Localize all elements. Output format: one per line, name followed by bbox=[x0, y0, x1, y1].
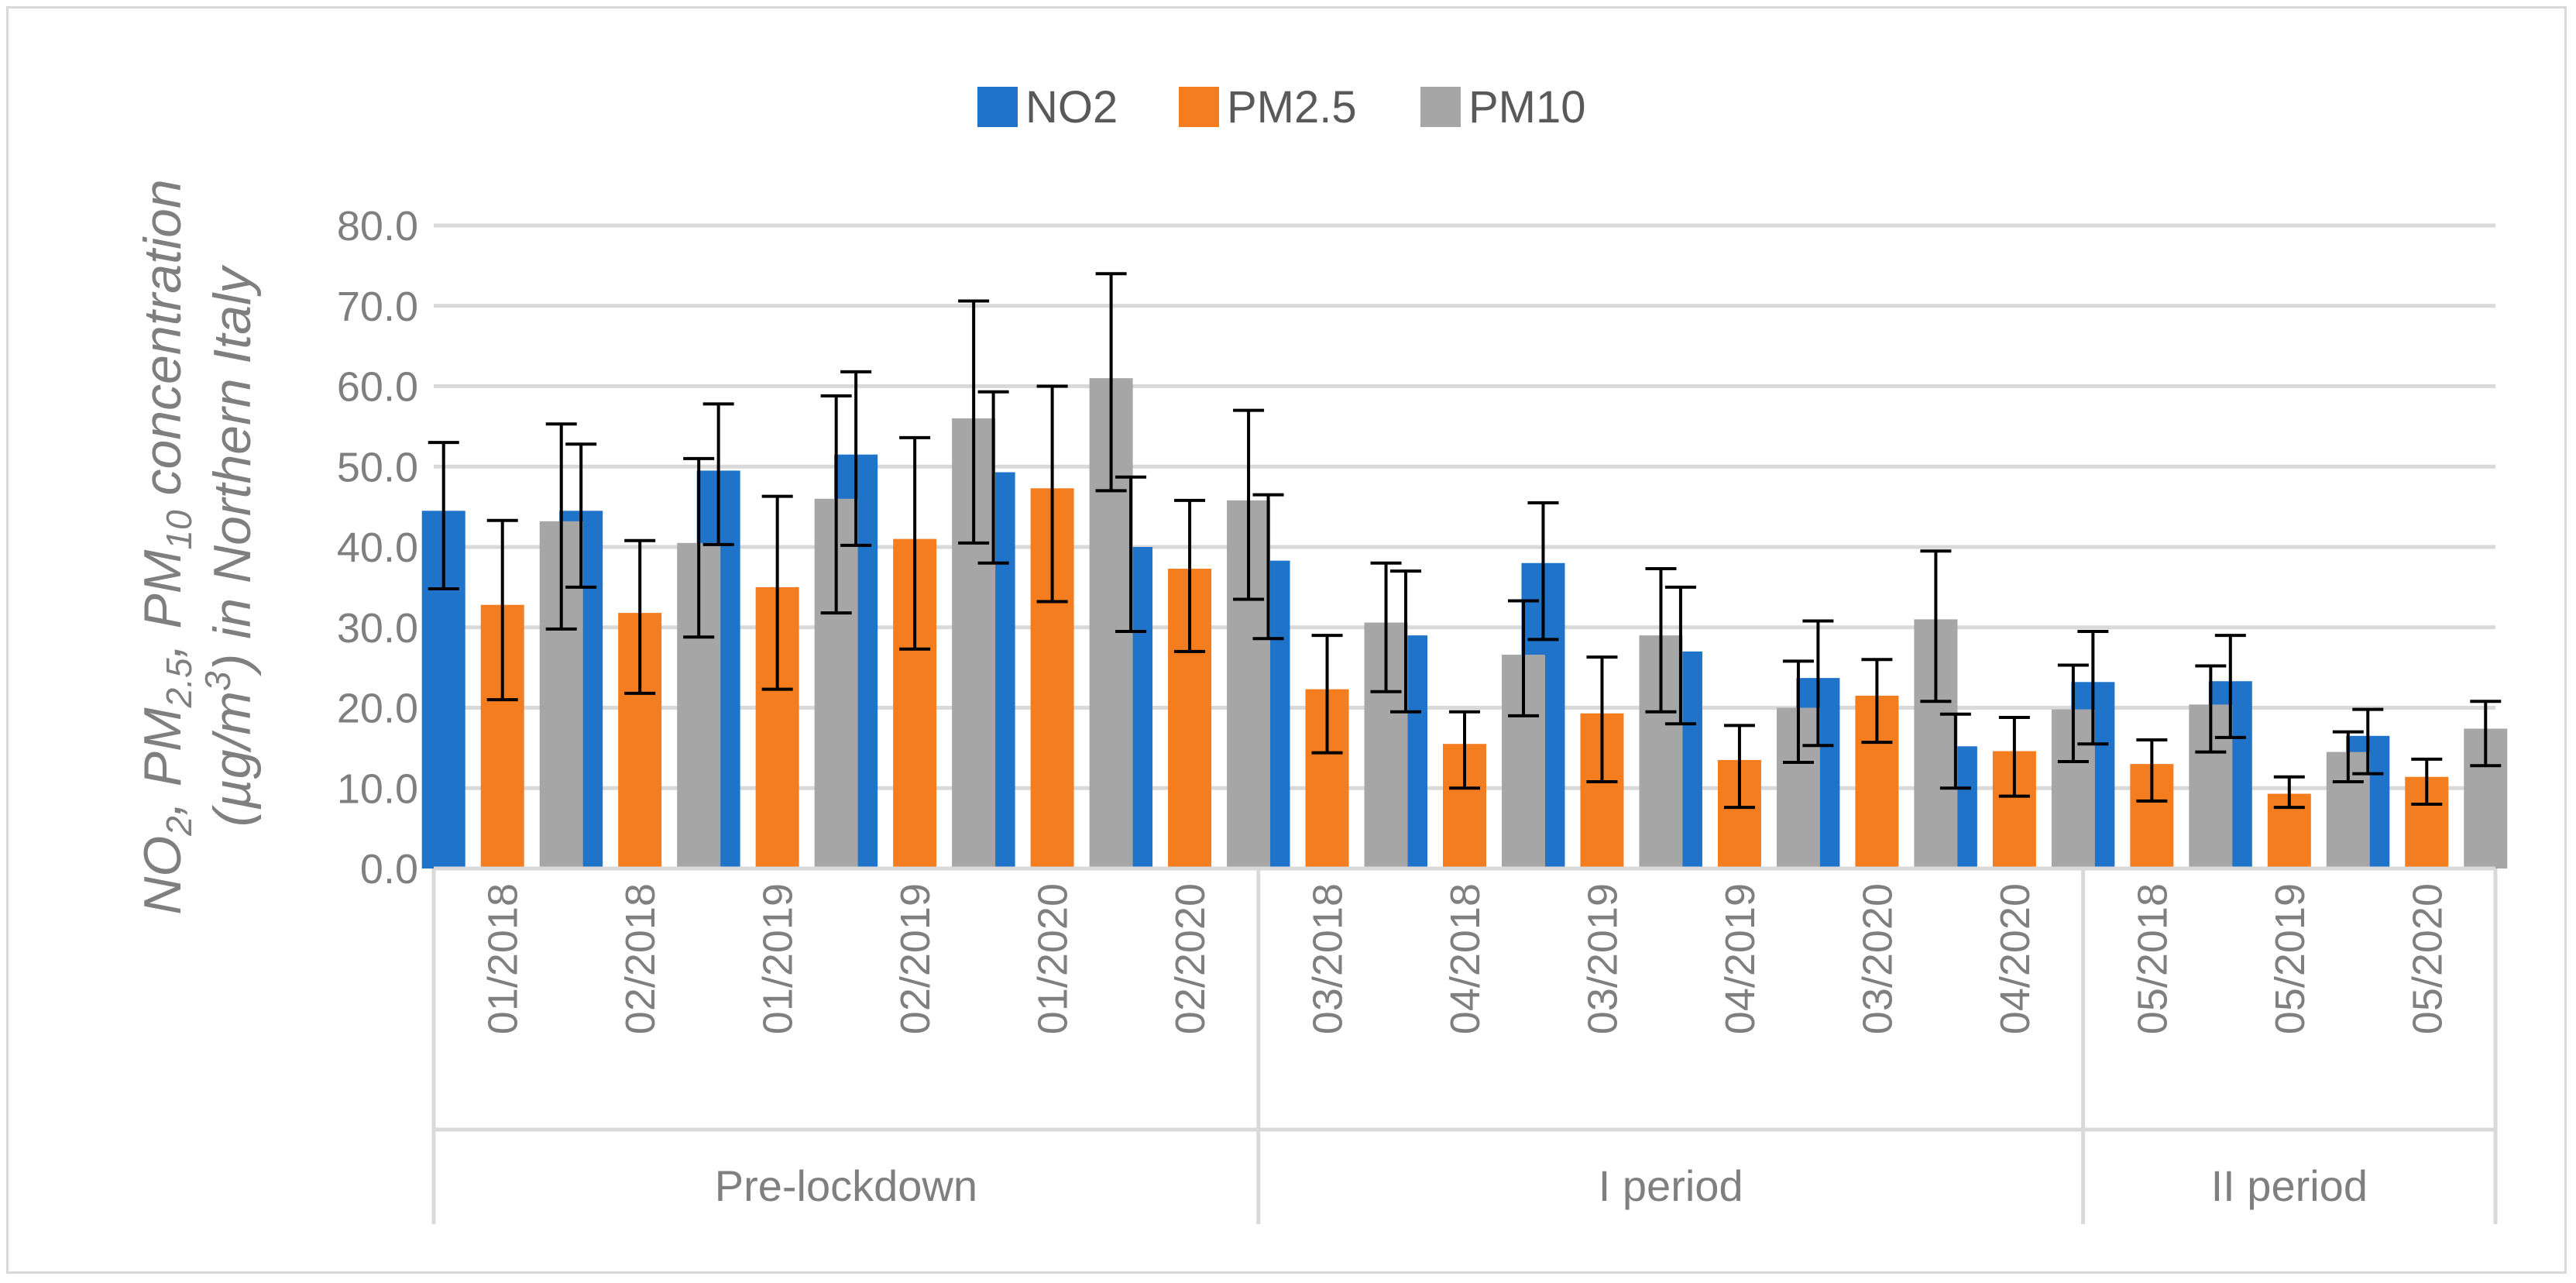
x-tick-label: 03/2018 bbox=[1305, 883, 1352, 1034]
group-label: II period bbox=[2211, 1161, 2368, 1210]
y-tick-label: 40.0 bbox=[337, 525, 418, 571]
y-tick-label: 60.0 bbox=[337, 364, 418, 411]
x-tick-label: 02/2020 bbox=[1167, 883, 1214, 1034]
y-tick-label: 80.0 bbox=[337, 203, 418, 249]
legend-swatch-pm25 bbox=[1179, 87, 1219, 127]
x-tick-label: 01/2018 bbox=[480, 883, 527, 1034]
x-tick-label: 05/2019 bbox=[2267, 883, 2313, 1034]
x-tick-label: 02/2018 bbox=[617, 883, 664, 1034]
legend: NO2 PM2.5 PM10 bbox=[977, 82, 1586, 132]
x-tick-label: 01/2020 bbox=[1030, 883, 1077, 1034]
group-label: Pre-lockdown bbox=[715, 1161, 977, 1210]
legend-swatch-pm10 bbox=[1420, 87, 1461, 127]
chart-frame bbox=[6, 6, 2567, 1274]
axes: 0.0 10.0 20.0 30.0 40.0 50.0 60.0 70.0 80.0 01/20… bbox=[337, 203, 2498, 1224]
x-tick-label: 05/2018 bbox=[2129, 883, 2176, 1034]
y-tick-label: 70.0 bbox=[337, 284, 418, 330]
x-tick-label: 03/2020 bbox=[1854, 883, 1901, 1034]
bars bbox=[421, 378, 2508, 869]
group-label: I period bbox=[1599, 1161, 1743, 1210]
y-tick-label: 0.0 bbox=[360, 846, 418, 893]
y-axis-label: NO2, PM2.5, PM10 concentration(µg/m3) in… bbox=[133, 179, 262, 914]
y-axis-title-line1: NO2, PM2.5, PM10 concentration bbox=[133, 179, 199, 914]
x-tick-label: 04/2019 bbox=[1717, 883, 1764, 1034]
legend-label-pm10: PM10 bbox=[1468, 82, 1586, 132]
legend-label-no2: NO2 bbox=[1025, 82, 1118, 132]
y-tick-label: 30.0 bbox=[337, 605, 418, 652]
x-tick-label: 04/2018 bbox=[1442, 883, 1489, 1034]
legend-label-pm25: PM2.5 bbox=[1227, 82, 1357, 132]
legend-swatch-no2 bbox=[977, 87, 1018, 127]
error-bars bbox=[428, 272, 2502, 810]
x-tick-label: 05/2020 bbox=[2404, 883, 2451, 1034]
y-tick-label: 20.0 bbox=[337, 686, 418, 732]
x-tick-label: 04/2020 bbox=[1992, 883, 2038, 1034]
y-tick-label: 50.0 bbox=[337, 444, 418, 490]
x-tick-label: 01/2019 bbox=[755, 883, 802, 1034]
x-tick-label: 02/2019 bbox=[892, 883, 939, 1034]
y-axis-title-line2: (µg/m3) in Northern Italy bbox=[197, 264, 262, 827]
x-tick-label: 03/2019 bbox=[1579, 883, 1626, 1034]
y-tick-label: 10.0 bbox=[337, 765, 418, 812]
y-axis-title: NO2, PM2.5, PM10 concentration(µg/m3) in… bbox=[133, 179, 262, 914]
